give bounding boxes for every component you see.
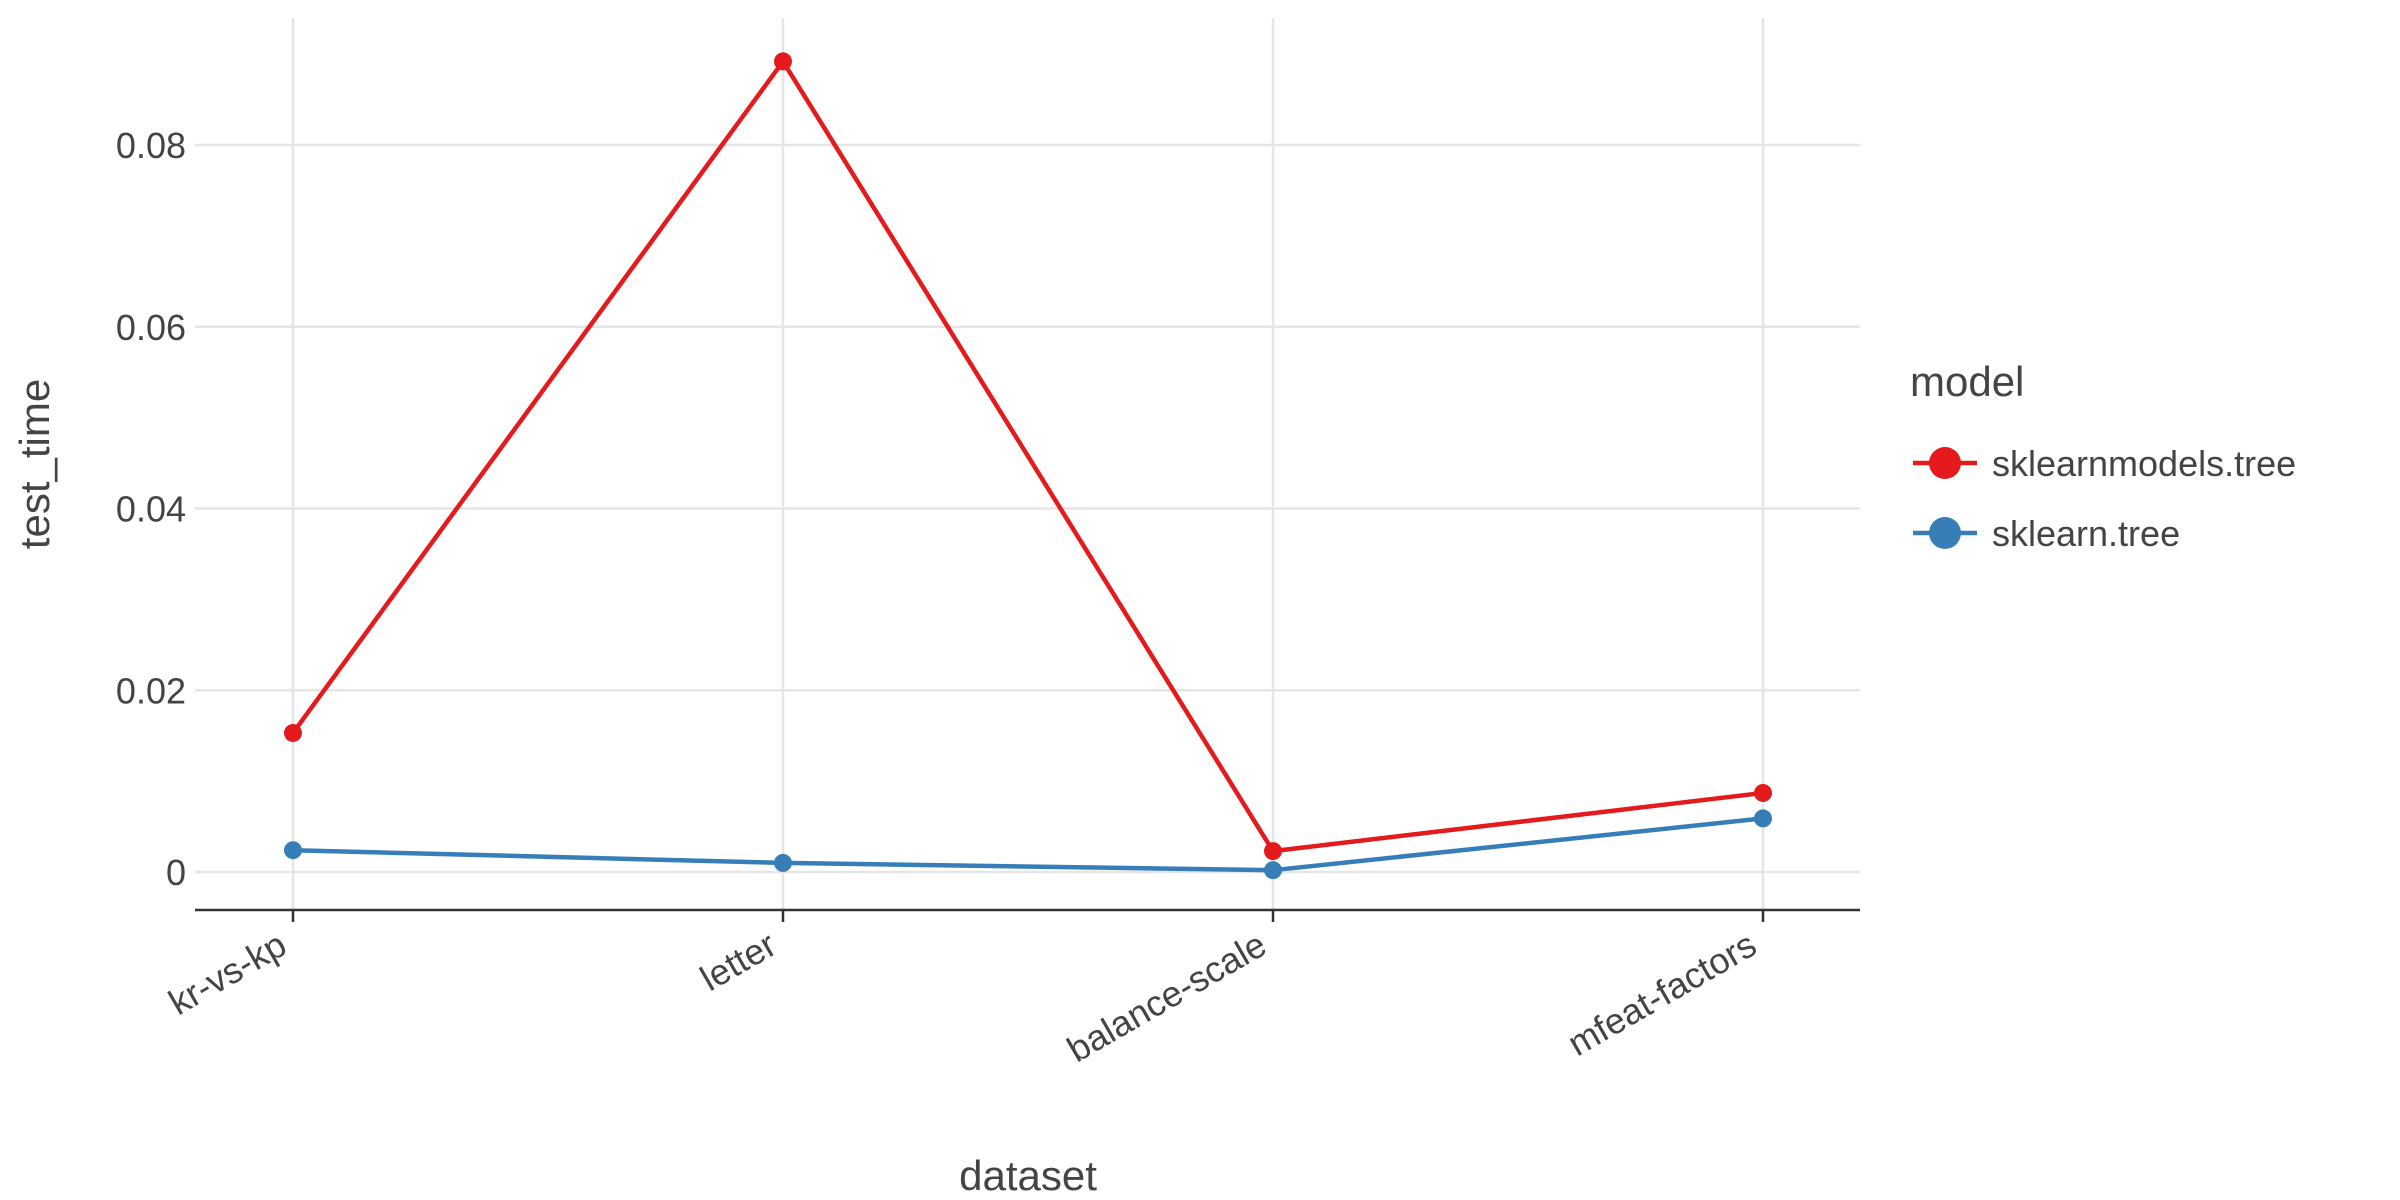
legend-key-marker bbox=[1929, 447, 1961, 479]
x-tick-label: balance-scale bbox=[1060, 923, 1273, 1070]
data-point bbox=[774, 52, 792, 71]
y-axis-title: test_time bbox=[11, 379, 58, 549]
data-point bbox=[1754, 783, 1772, 802]
data-point bbox=[284, 723, 302, 742]
y-tick-label: 0.04 bbox=[116, 489, 186, 530]
x-tick-label: mfeat-factors bbox=[1561, 923, 1763, 1064]
series-line-0 bbox=[291, 59, 1764, 854]
data-point bbox=[284, 841, 302, 860]
data-point bbox=[774, 853, 792, 872]
legend-title: model bbox=[1910, 358, 2024, 405]
x-tick-label: letter bbox=[693, 923, 783, 999]
data-point bbox=[1264, 861, 1282, 880]
y-tick-labels: 0 0.02 0.04 0.06 0.08 bbox=[116, 125, 186, 893]
y-tick-label: 0.08 bbox=[116, 125, 186, 166]
y-tick-label: 0.02 bbox=[116, 670, 186, 711]
legend: model sklearnmodels.tree sklearn.tree bbox=[1910, 358, 2296, 554]
x-tick-label: kr-vs-kp bbox=[162, 923, 293, 1023]
series-line-1 bbox=[292, 816, 1764, 873]
y-tick-label: 0 bbox=[166, 852, 186, 893]
data-point bbox=[1754, 809, 1772, 828]
x-tick-labels: kr-vs-kp letter balance-scale mfeat-factors bbox=[162, 910, 1765, 1070]
legend-key-marker bbox=[1929, 517, 1961, 549]
series-layer bbox=[284, 52, 1772, 880]
grid-lines bbox=[195, 18, 1860, 910]
legend-label: sklearn.tree bbox=[1992, 513, 2180, 554]
legend-label: sklearnmodels.tree bbox=[1992, 443, 2296, 484]
x-axis-title: dataset bbox=[959, 1152, 1097, 1199]
y-tick-label: 0.06 bbox=[116, 307, 186, 348]
data-point bbox=[1264, 842, 1282, 861]
